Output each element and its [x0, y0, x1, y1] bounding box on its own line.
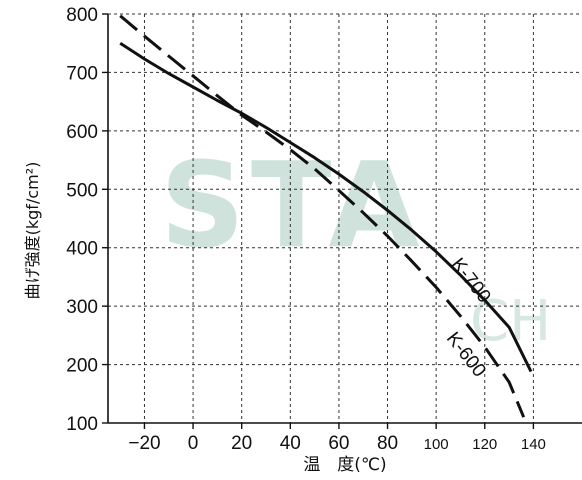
x-axis-label: 温 度(℃): [303, 455, 386, 475]
series-line-k-700: [119, 41, 533, 373]
y-axis-label: 曲げ強度(kgf/cm²): [23, 162, 42, 300]
x-tick-label: 120: [472, 436, 497, 453]
series-line-k-600: [119, 14, 526, 418]
y-tick-label: 600: [66, 122, 98, 143]
y-tick-label: 200: [66, 356, 98, 377]
x-tick-label: 100: [424, 436, 449, 453]
grid: [108, 13, 582, 424]
series-lines: [119, 14, 533, 418]
y-tick-label: 800: [66, 5, 98, 26]
x-tick-label: 60: [328, 433, 349, 454]
y-tick-label: 300: [66, 297, 98, 318]
y-tick-label: 100: [66, 414, 98, 435]
x-tick-label: 40: [280, 433, 301, 454]
tick-labels: 100 200 300 400 500 600 700 800 −20 0 20 40 60 80 100 1…: [66, 5, 546, 454]
y-tick-label: 700: [66, 63, 98, 84]
y-tick-label: 500: [66, 180, 98, 201]
x-tick-label: 0: [188, 433, 199, 454]
x-tick-label: −20: [128, 433, 160, 454]
x-tick-label: 140: [521, 436, 546, 453]
x-tick-label: 20: [231, 433, 252, 454]
y-tick-label: 400: [66, 239, 98, 260]
watermark-text-main: STA: [160, 136, 426, 274]
x-tick-label: 80: [377, 433, 398, 454]
axes: [102, 13, 582, 429]
